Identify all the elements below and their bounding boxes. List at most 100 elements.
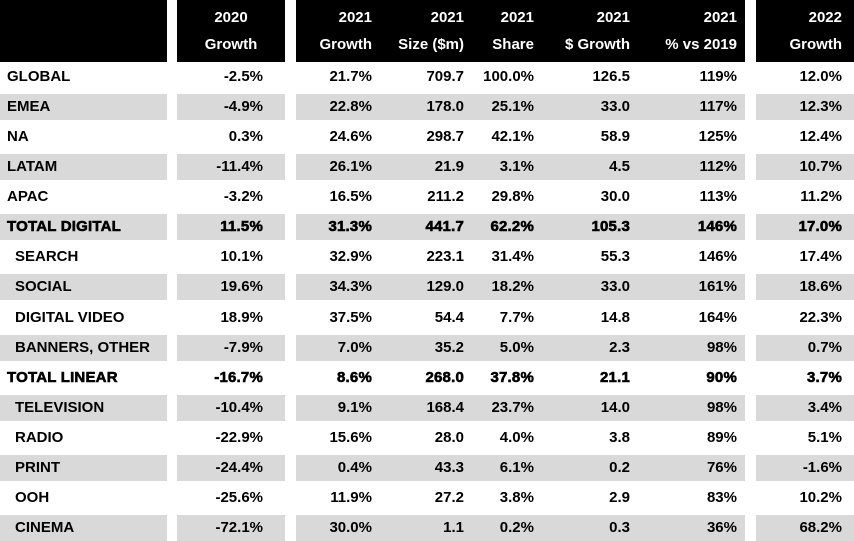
cell-2021-dollar-growth: 14.8: [600, 308, 630, 326]
row-label: LATAM: [0, 154, 167, 181]
cell-2020-growth: -11.4%: [177, 154, 285, 181]
table-row: SEARCH 10.1% 32.9% 223.1 31.4% 55.3 146%…: [0, 244, 854, 270]
cell-2021-vs-2019: 89%: [706, 428, 737, 446]
group-2021-cells: 9.1% 168.4 23.7% 14.0 98%: [296, 394, 745, 421]
cell-2020-growth: 19.6%: [177, 274, 285, 301]
header-2021-group: 2021 Growth 2021 Size ($m) 2021 Share 20…: [296, 0, 745, 62]
cell-2021-vs-2019: 146%: [698, 248, 737, 266]
cell-2021-vs-2019: 161%: [698, 278, 737, 296]
group-2021-cells: 22.8% 178.0 25.1% 33.0 117%: [296, 94, 745, 121]
cell-2021-growth: 32.9%: [329, 248, 372, 266]
table-row: BANNERS, OTHER -7.9% 7.0% 35.2 5.0% 2.3 …: [0, 334, 854, 361]
cell-2021-dollar-growth: 58.9: [600, 128, 630, 146]
cell-2022-growth: 3.4%: [756, 394, 854, 421]
cell-2020-growth: -4.9%: [177, 94, 285, 121]
table-row: SOCIAL 19.6% 34.3% 129.0 18.2% 33.0 161%…: [0, 274, 854, 301]
cell-2020-growth: -16.7%: [214, 368, 263, 386]
cell-2021-share: 23.7%: [491, 398, 534, 416]
header-year: 2021: [500, 9, 534, 27]
cell-2020-growth: -24.4%: [177, 454, 285, 481]
row-label: TOTAL DIGITAL: [0, 214, 167, 241]
table-row: NA 0.3% 24.6% 298.7 42.1% 58.9 125% 12.4…: [0, 124, 854, 150]
table-row: GLOBAL -2.5% 21.7% 709.7 100.0% 126.5 11…: [0, 64, 854, 90]
row-label: NA: [7, 128, 29, 146]
cell-2021-dollar-growth: 33.0: [600, 98, 630, 116]
row-label: EMEA: [0, 94, 167, 121]
row-label: APAC: [7, 188, 49, 206]
header-2022-growth: 2022 Growth: [756, 0, 854, 62]
cell-2021-dollar-growth: 4.5: [609, 158, 630, 176]
table-row: APAC -3.2% 16.5% 211.2 29.8% 30.0 113% 1…: [0, 184, 854, 210]
group-2021-cells: 0.4% 43.3 6.1% 0.2 76%: [296, 454, 745, 481]
header-year: 2020: [214, 9, 248, 27]
header-year: 2021: [596, 9, 630, 27]
group-2021-cells: 31.3% 441.7 62.2% 105.3 146%: [296, 214, 745, 241]
cell-2021-share: 5.0%: [499, 338, 534, 356]
cell-2021-dollar-growth: 33.0: [600, 278, 630, 296]
cell-2021-size: 21.9: [434, 158, 464, 176]
cell-2021-growth: 15.6%: [329, 428, 372, 446]
cell-2021-vs-2019: 125%: [698, 128, 737, 146]
cell-2021-growth: 8.6%: [337, 368, 372, 386]
header-label: % vs 2019: [665, 35, 737, 53]
cell-2020-growth: -2.5%: [223, 68, 263, 85]
group-2021-cells: 11.9% 27.2 3.8% 2.9 83%: [296, 485, 745, 511]
cell-2022-growth: 10.2%: [799, 488, 842, 506]
cell-2021-growth: 34.3%: [329, 278, 372, 296]
cell-2021-dollar-growth: 21.1: [600, 368, 630, 386]
cell-2022-growth: 12.3%: [756, 94, 854, 121]
cell-2021-share: 31.4%: [491, 248, 534, 266]
table-body: GLOBAL -2.5% 21.7% 709.7 100.0% 126.5 11…: [0, 64, 854, 541]
cell-2021-size: 54.4: [434, 308, 464, 326]
cell-2020-growth: -10.4%: [177, 394, 285, 421]
table-row: OOH -25.6% 11.9% 27.2 3.8% 2.9 83% 10.2%: [0, 485, 854, 511]
cell-2021-size: 211.2: [427, 188, 464, 206]
cell-2021-share: 100.0%: [483, 68, 534, 85]
cell-2021-growth: 7.0%: [337, 338, 372, 356]
row-label: OOH: [15, 488, 50, 506]
cell-2022-growth: 10.7%: [756, 154, 854, 181]
header-2021-vs-2019: 2021 % vs 2019: [656, 0, 745, 62]
table-row: PRINT -24.4% 0.4% 43.3 6.1% 0.2 76% -1.6…: [0, 454, 854, 481]
cell-2021-share: 7.7%: [499, 308, 534, 326]
cell-2022-growth: 11.2%: [800, 188, 842, 206]
group-2021-cells: 30.0% 1.1 0.2% 0.3 36%: [296, 514, 745, 541]
cell-2020-growth: 10.1%: [220, 248, 263, 266]
cell-2020-growth: 11.5%: [177, 214, 285, 241]
cell-2021-vs-2019: 164%: [698, 308, 737, 326]
cell-2021-size: 28.0: [434, 428, 464, 446]
header-2021-growth: 2021 Growth: [296, 0, 384, 62]
table-row: EMEA -4.9% 22.8% 178.0 25.1% 33.0 117% 1…: [0, 94, 854, 121]
table-row: CINEMA -72.1% 30.0% 1.1 0.2% 0.3 36% 68.…: [0, 514, 854, 541]
cell-2021-dollar-growth: 126.5: [592, 68, 630, 85]
cell-2021-vs-2019: 146%: [697, 218, 738, 236]
cell-2021-vs-2019: 83%: [706, 488, 737, 506]
cell-2021-size: 168.4: [426, 398, 464, 416]
header-year: 2021: [338, 9, 372, 27]
group-2021-cells: 34.3% 129.0 18.2% 33.0 161%: [296, 274, 745, 301]
cell-2021-growth: 11.9%: [330, 488, 372, 506]
cell-2021-dollar-growth: 2.3: [609, 338, 630, 356]
cell-2021-dollar-growth: 0.2: [609, 458, 630, 476]
cell-2021-growth: 37.5%: [329, 308, 372, 326]
table-header: 2020 Growth 2021 Growth 2021 Size ($m) 2…: [0, 0, 854, 62]
cell-2021-growth: 26.1%: [329, 158, 372, 176]
row-label: CINEMA: [0, 514, 167, 541]
cell-2021-size: 223.1: [426, 248, 464, 266]
row-label: SOCIAL: [0, 274, 167, 301]
group-2021-cells: 24.6% 298.7 42.1% 58.9 125%: [296, 124, 745, 150]
cell-2021-share: 4.0%: [499, 428, 534, 446]
cell-2022-growth: 18.6%: [756, 274, 854, 301]
header-year: 2022: [808, 9, 842, 27]
header-2021-dollar-growth: 2021 $ Growth: [564, 0, 656, 62]
cell-2021-vs-2019: 117%: [699, 98, 737, 116]
cell-2021-share: 42.1%: [491, 128, 534, 146]
cell-2022-growth: 17.4%: [799, 248, 842, 266]
cell-2022-growth: 68.2%: [756, 514, 854, 541]
table-row: RADIO -22.9% 15.6% 28.0 4.0% 3.8 89% 5.1…: [0, 425, 854, 451]
cell-2021-growth: 16.5%: [329, 188, 372, 206]
cell-2021-growth: 21.7%: [329, 68, 372, 85]
row-label: TOTAL LINEAR: [7, 368, 118, 386]
cell-2021-vs-2019: 36%: [706, 518, 737, 536]
